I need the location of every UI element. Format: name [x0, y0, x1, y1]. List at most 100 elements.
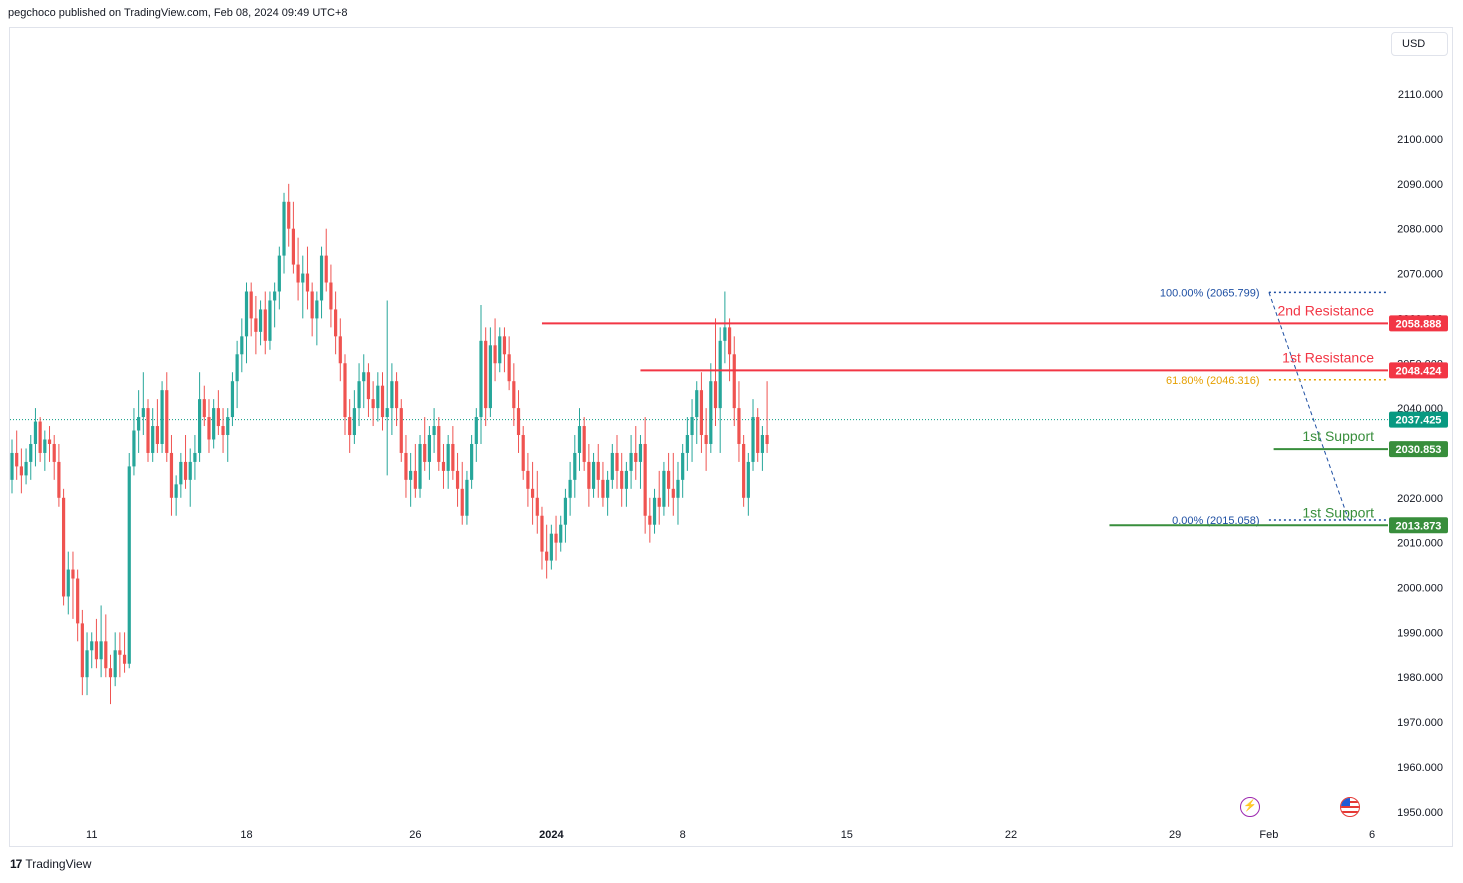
candle-body	[334, 309, 338, 337]
candle-body	[376, 385, 380, 409]
candle-body	[582, 426, 586, 462]
candle-body	[38, 421, 42, 453]
tv-logo-mark: 17	[10, 857, 22, 871]
candle-body	[423, 443, 427, 462]
candle-body	[362, 372, 366, 382]
candle-body	[695, 390, 699, 418]
candle-body	[502, 336, 507, 355]
candle-body	[638, 443, 643, 462]
candle-body	[230, 381, 235, 418]
candle-body	[226, 417, 230, 436]
candle-body	[545, 551, 549, 561]
candle-body	[15, 452, 19, 467]
x-tick-label: 6	[1369, 829, 1375, 841]
candle-body	[460, 488, 464, 516]
candle-body	[671, 488, 675, 498]
candle-body	[122, 654, 127, 664]
candle-body	[413, 470, 417, 489]
candle-body	[146, 408, 150, 453]
candle-body	[535, 497, 539, 516]
candle-body	[385, 408, 389, 418]
candle-body	[108, 668, 113, 678]
candle-body	[10, 452, 14, 480]
candle-body	[610, 452, 614, 480]
y-tick-label: 1960.000	[1397, 762, 1443, 774]
candle-body	[61, 497, 66, 597]
candle-body	[118, 650, 122, 655]
candle-body	[573, 452, 577, 480]
x-tick-label: Feb	[1259, 829, 1278, 841]
candle-body	[305, 273, 310, 292]
candle-body	[324, 255, 328, 283]
candle-body	[727, 327, 732, 355]
y-tick-label: 2080.000	[1397, 224, 1443, 236]
candle-body	[183, 461, 188, 480]
resistance-price-tag	[1389, 362, 1448, 379]
candle-body	[19, 466, 23, 476]
candle-body	[348, 417, 352, 436]
candle-body	[568, 479, 572, 498]
candle-body	[99, 641, 103, 660]
candle-body	[498, 336, 502, 364]
candle-body	[432, 426, 436, 436]
candle-body	[198, 399, 202, 453]
lightning-icon[interactable]: ⚡	[1240, 797, 1260, 817]
candle-body	[202, 399, 206, 418]
support-price-tag	[1389, 517, 1448, 534]
candle-body	[240, 336, 244, 355]
candle-body	[479, 340, 483, 418]
candle-body	[43, 439, 47, 453]
currency-selector[interactable]: USD	[1391, 32, 1448, 56]
x-tick-label: 22	[1005, 829, 1017, 841]
candle-body	[474, 417, 478, 444]
candle-body	[427, 435, 432, 462]
resistance-price-tag-label: 2058.888	[1396, 318, 1442, 330]
candle-body	[615, 452, 619, 471]
candle-body	[409, 470, 413, 480]
candle-body	[169, 452, 174, 498]
tv-logo-text: TradingView	[25, 857, 92, 871]
y-tick-label: 2100.000	[1397, 134, 1443, 146]
candle-body	[216, 408, 220, 427]
candle-body	[141, 408, 145, 418]
candle-body	[526, 470, 530, 489]
candle-body	[704, 435, 708, 444]
support-level-label: 1st Support	[1302, 504, 1374, 520]
candle-body	[587, 461, 591, 489]
x-tick-label: 8	[680, 829, 686, 841]
candle-body	[549, 533, 553, 561]
candle-body	[713, 381, 718, 409]
candle-body	[521, 435, 525, 471]
candle-body	[437, 426, 441, 462]
resistance-price-tag	[1389, 315, 1448, 332]
candle-body	[90, 641, 94, 651]
candle-body	[751, 417, 755, 462]
y-tick-label: 1970.000	[1397, 717, 1443, 729]
candle-body	[310, 291, 314, 319]
candle-body	[352, 408, 356, 436]
candle-body	[301, 273, 305, 283]
candle-body	[52, 443, 56, 462]
candle-body	[667, 470, 671, 489]
candle-body	[554, 533, 558, 543]
us-flag-icon[interactable]	[1340, 797, 1360, 817]
candle-body	[282, 201, 286, 256]
candle-body	[57, 461, 61, 498]
candle-body	[343, 363, 347, 418]
support-price-tag-label: 2030.853	[1396, 444, 1442, 456]
candle-body	[455, 470, 460, 489]
chart-frame	[9, 27, 1453, 847]
candle-body	[193, 452, 197, 462]
tradingview-logo[interactable]: 17 TradingView	[10, 857, 91, 871]
candle-body	[699, 390, 704, 436]
candle-body	[287, 201, 291, 229]
candle-body	[540, 515, 544, 552]
candle-body	[629, 452, 633, 471]
resistance-level-label: 1st Resistance	[1282, 349, 1374, 365]
candle-body	[418, 443, 422, 489]
candle-body	[366, 372, 371, 400]
candle-body	[723, 327, 727, 341]
y-tick-label: 2090.000	[1397, 179, 1443, 191]
candle-body	[179, 461, 183, 485]
